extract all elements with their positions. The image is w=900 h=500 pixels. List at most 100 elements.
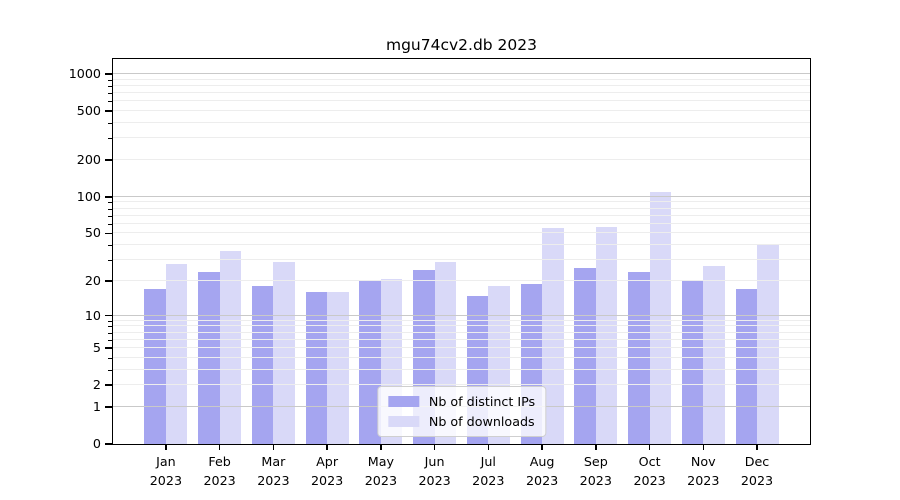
y-tick-50 [105,232,112,235]
y-tick-label-0: 0 [92,436,101,451]
x-tick-mar [272,444,275,450]
y-tick-label-1: 1 [92,398,101,414]
x-tick-label-feb: Feb 2023 [203,454,236,488]
x-tick-label-mar: Mar 2023 [257,454,290,488]
gridline-300 [113,137,810,139]
bar-nb-of-distinct-ips-may [359,280,381,444]
y-minor-tick-30 [108,260,112,262]
gridline-4 [113,356,810,358]
gridline-800 [113,84,810,86]
x-tick-jan [165,444,167,450]
y-tick-1 [105,406,112,408]
bar-nb-of-downloads-dec [757,245,779,444]
gridline-100 [113,195,810,197]
y-minor-tick-9 [108,320,112,322]
x-tick-may [380,444,382,450]
y-tick-label-5: 5 [92,340,101,355]
x-tick-dec [756,444,758,450]
gridline-8 [113,325,810,327]
x-tick-label-oct: Oct 2023 [633,454,666,488]
bar-nb-of-distinct-ips-jan [144,289,166,444]
bar-nb-of-distinct-ips-mar [251,286,274,444]
x-tick-label-jul: Jul 2023 [472,454,505,488]
legend: Nb of distinct IPs Nb of downloads [376,386,547,437]
y-tick-label-20: 20 [84,272,101,288]
y-tick-label-200: 200 [76,152,101,167]
y-minor-tick-7 [108,332,112,334]
gridline-200 [113,159,810,160]
x-tick-label-jun: Jun 2023 [418,454,451,488]
gridline-60 [113,222,810,224]
bar-nb-of-downloads-nov [703,265,725,444]
legend-item-nb-of-distinct-ips: Nb of distinct IPs [387,394,536,409]
gridline-90 [113,201,810,203]
x-tick-aug [541,444,543,450]
y-minor-tick-600 [108,101,112,103]
y-minor-tick-40 [108,245,112,247]
y-tick-label-10: 10 [84,307,101,323]
y-minor-tick-300 [108,138,112,140]
gridline-400 [113,122,810,123]
y-tick-label-2: 2 [92,377,101,393]
y-tick-10 [105,314,112,317]
legend-swatch-nb-of-downloads [387,416,419,427]
x-tick-label-apr: Apr 2023 [310,454,344,488]
y-minor-tick-8 [108,326,112,328]
y-minor-tick-60 [108,223,112,225]
bar-nb-of-downloads-mar [273,261,295,444]
gridline-30 [113,259,810,261]
gridline-2 [113,384,810,386]
x-tick-jun [433,444,436,450]
y-minor-tick-900 [108,79,112,81]
y-minor-tick-700 [108,93,112,95]
x-tick-label-dec: Dec 2023 [740,454,774,488]
gridline-7 [113,331,810,333]
bar-nb-of-downloads-oct [649,191,672,444]
gridline-700 [113,92,810,94]
x-tick-label-sep: Sep 2023 [579,454,612,488]
x-tick-oct [648,444,651,450]
x-tick-feb [218,444,221,450]
x-tick-jul [487,444,490,450]
legend-label-nb-of-downloads: Nb of downloads [428,414,535,429]
y-minor-tick-400 [108,123,112,124]
bar-nb-of-distinct-ips-nov [681,280,704,444]
legend-label-nb-of-distinct-ips: Nb of distinct IPs [428,394,536,409]
y-minor-tick-80 [108,208,112,210]
bar-nb-of-distinct-ips-dec [735,289,757,444]
gridline-600 [113,100,810,102]
x-tick-nov [702,444,705,450]
y-tick-0 [105,443,112,445]
y-tick-1000 [105,73,112,75]
gridline-10 [113,314,810,316]
y-tick-20 [105,280,112,282]
gridline-20 [113,279,810,281]
y-tick-5 [105,347,112,349]
y-minor-tick-90 [108,202,112,204]
gridline-6 [113,338,810,340]
gridline-500 [113,110,810,112]
legend-item-nb-of-downloads: Nb of downloads [387,414,535,429]
y-minor-tick-3 [108,369,112,371]
y-minor-tick-70 [108,215,112,217]
bar-nb-of-distinct-ips-sep [574,267,596,444]
x-tick-sep [595,444,597,450]
gridline-5 [113,347,810,348]
bar-nb-of-downloads-jan [165,263,188,444]
y-tick-100 [105,196,112,198]
chart-title: mgu74cv2.db 2023 [385,36,538,54]
gridline-900 [113,78,810,80]
plot-area: Nb of distinct IPs Nb of downloads [112,58,811,445]
gridline-80 [113,207,810,209]
y-minor-tick-6 [108,339,112,341]
gridline-3 [113,368,810,370]
y-tick-label-50: 50 [84,225,101,241]
x-tick-label-nov: Nov 2023 [687,454,720,488]
gridline-9 [113,319,810,321]
gridline-1000 [113,73,810,74]
y-minor-tick-800 [108,85,112,87]
legend-swatch-nb-of-distinct-ips [387,396,419,407]
x-tick-label-jan: Jan 2023 [149,454,183,488]
gridline-50 [113,232,810,234]
